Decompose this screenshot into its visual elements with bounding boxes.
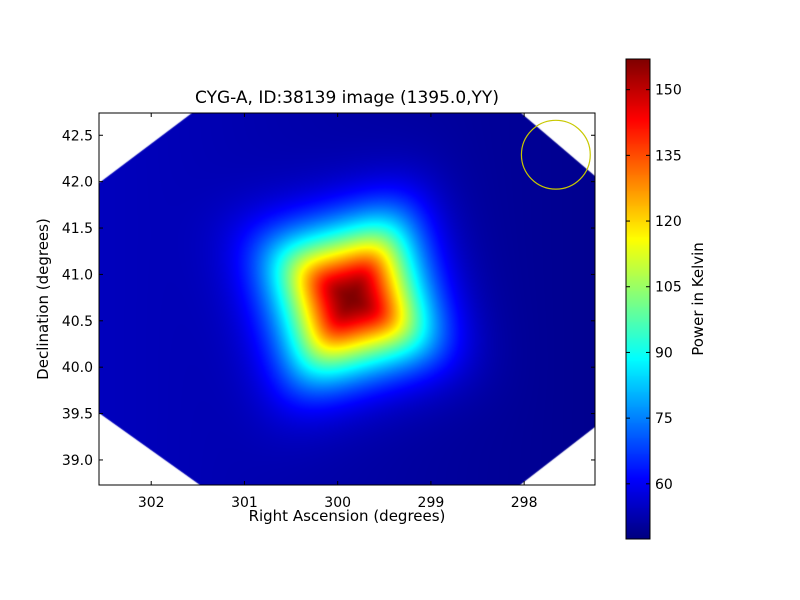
colorbar-tick-label: 135: [655, 148, 682, 164]
colorbar-tick-label: 75: [655, 411, 673, 427]
colorbar-tick-label: 120: [655, 214, 682, 230]
x-axis-label: Right Ascension (degrees): [248, 507, 446, 525]
y-tick-label: 39.5: [62, 407, 93, 423]
colorbar-tick-label: 105: [655, 280, 682, 296]
y-tick-label: 40.0: [62, 360, 93, 376]
y-tick-label: 41.5: [62, 221, 93, 237]
axes-frame: [98, 112, 596, 486]
x-tick-label: 298: [511, 495, 538, 511]
marker-circle: [520, 119, 591, 190]
colorbar-tick-label: 60: [655, 477, 673, 493]
x-tick-label: 299: [418, 495, 445, 511]
x-tick-label: 302: [138, 495, 165, 511]
y-tick-label: 42.0: [62, 175, 93, 191]
y-tick-label: 41.0: [62, 267, 93, 283]
y-tick-label: 40.5: [62, 314, 93, 330]
heatmap-plot-area: [99, 113, 595, 485]
chart-title: CYG-A, ID:38139 image (1395.0,YY): [195, 88, 499, 108]
colorbar-label: Power in Kelvin: [689, 242, 707, 356]
colorbar-frame: [625, 58, 651, 540]
colorbar-gradient: [626, 59, 650, 539]
x-tick-label: 300: [324, 495, 351, 511]
y-tick-label: 39.0: [62, 453, 93, 469]
x-tick-label: 301: [231, 495, 258, 511]
y-axis-label: Declination (degrees): [34, 218, 52, 380]
heatmap-image: [99, 113, 595, 485]
y-tick-label: 42.5: [62, 128, 93, 144]
colorbar-tick-label: 150: [655, 83, 682, 99]
colorbar-tick-label: 90: [655, 345, 673, 361]
